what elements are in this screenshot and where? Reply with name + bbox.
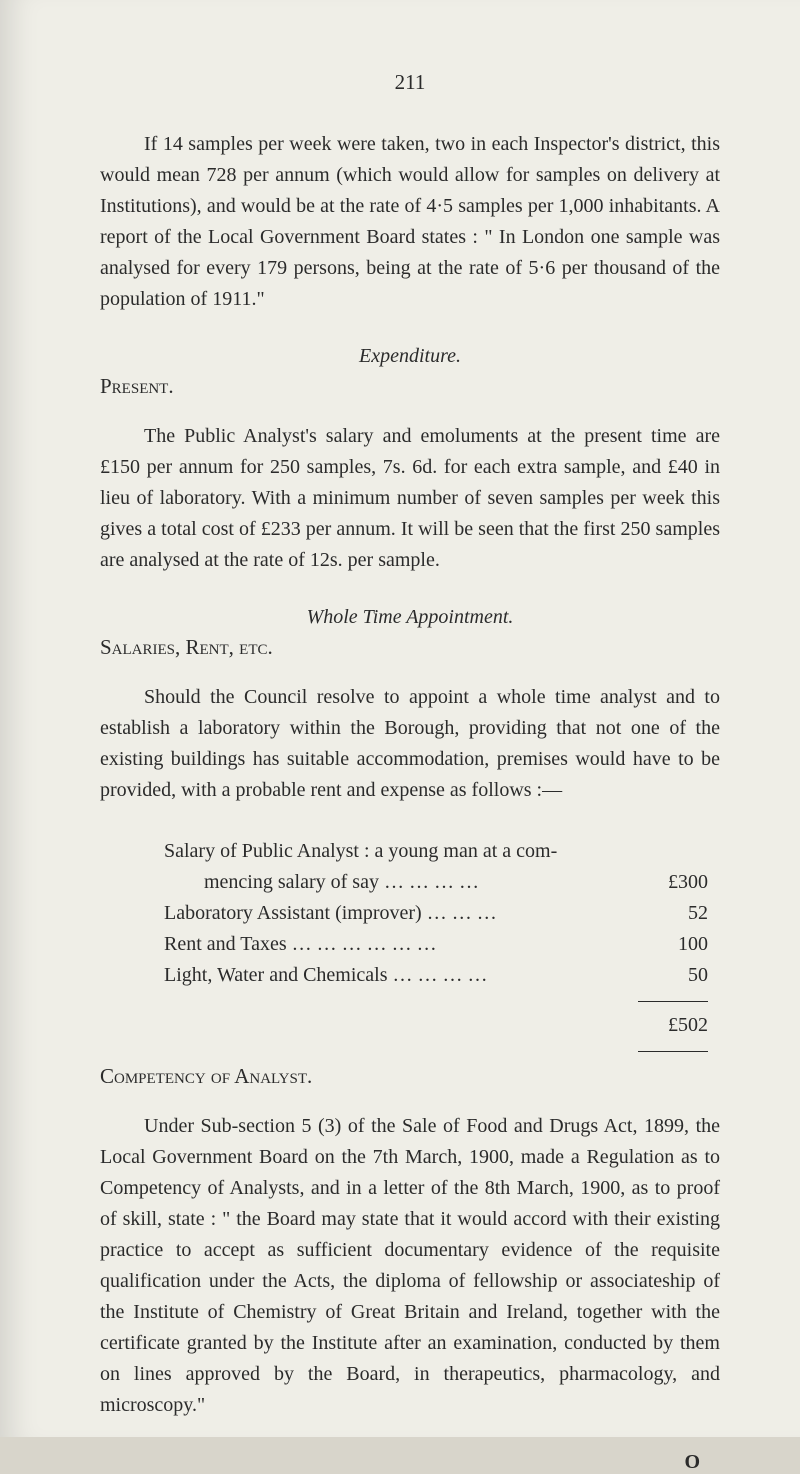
expenditure-heading: Expenditure. [100, 345, 720, 368]
paragraph-3: Should the Council resolve to appoint a … [100, 682, 720, 806]
row-label: Salary of Public Analyst : a young man a… [100, 836, 618, 867]
total-rule-bottom [638, 1051, 708, 1052]
paragraph-2: The Public Analyst's salary and emolumen… [100, 421, 720, 576]
table-row: Salary of Public Analyst : a young man a… [100, 836, 720, 867]
page-number: 211 [100, 70, 720, 95]
row-amount: 50 [618, 960, 720, 991]
document-page: 211 If 14 samples per week were taken, t… [0, 0, 800, 1437]
table-row: mencing salary of say … … … … £300 [100, 867, 720, 898]
salaries-label: Salaries, Rent, etc. [100, 635, 720, 660]
table-row: Laboratory Assistant (improver) … … … 52 [100, 898, 720, 929]
row-amount: £300 [618, 867, 720, 898]
row-amount: 100 [618, 929, 720, 960]
paragraph-4: Under Sub-section 5 (3) of the Sale of F… [100, 1111, 720, 1421]
competency-label: Competency of Analyst. [100, 1064, 720, 1089]
table-row: Light, Water and Chemicals … … … … 50 [100, 960, 720, 991]
present-label: Present. [100, 374, 720, 399]
total-amount: £502 [618, 1010, 720, 1041]
signature-mark: O [100, 1451, 720, 1474]
total-rule-top [638, 1001, 708, 1002]
table-total-row: £502 [100, 1010, 720, 1041]
table-row: Rent and Taxes … … … … … … 100 [100, 929, 720, 960]
row-amount: 52 [618, 898, 720, 929]
row-label-cont: mencing salary of say … … … … [100, 867, 618, 898]
expense-table: Salary of Public Analyst : a young man a… [100, 836, 720, 1052]
row-label: Laboratory Assistant (improver) … … … [100, 898, 618, 929]
paragraph-1: If 14 samples per week were taken, two i… [100, 129, 720, 315]
row-label: Rent and Taxes … … … … … … [100, 929, 618, 960]
whole-time-heading: Whole Time Appointment. [100, 606, 720, 629]
row-label: Light, Water and Chemicals … … … … [100, 960, 618, 991]
